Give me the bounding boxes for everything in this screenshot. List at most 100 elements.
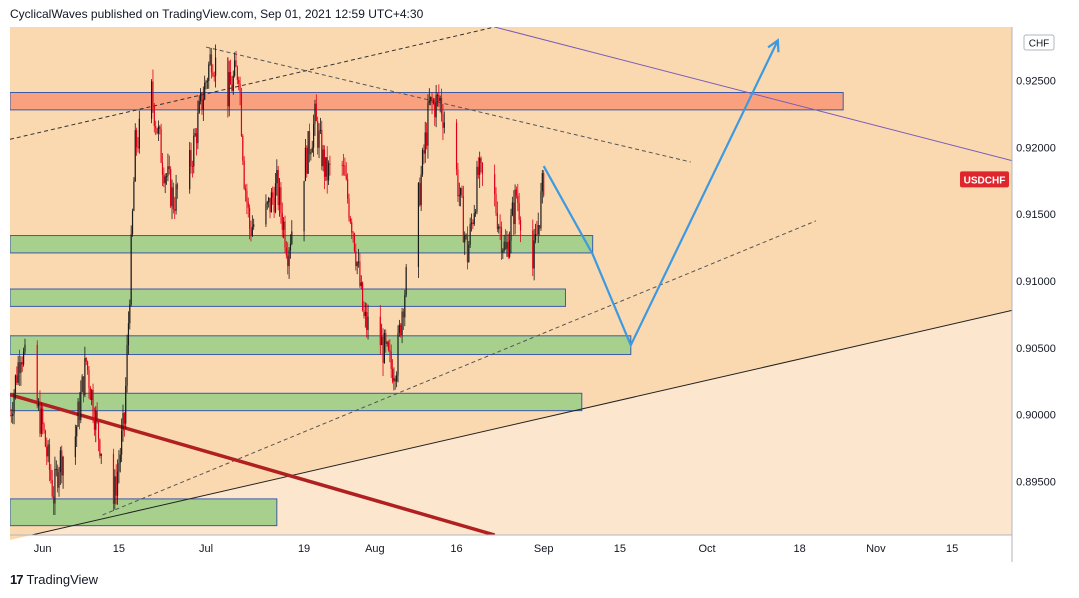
candle-body <box>100 453 102 456</box>
candle-body <box>405 267 407 296</box>
candle-body <box>242 135 244 161</box>
candle-body <box>123 413 125 424</box>
candle-body <box>269 197 271 213</box>
candle-body <box>44 430 46 447</box>
trendline-3 <box>31 309 1012 535</box>
candle-body <box>469 224 471 245</box>
candle-body <box>92 389 94 418</box>
candle-body <box>202 99 204 111</box>
candle-body <box>494 174 496 195</box>
y-tick-label: 0.89500 <box>1016 477 1056 489</box>
candle-body <box>24 344 26 352</box>
candle-body <box>366 311 368 330</box>
candle-body <box>519 219 522 231</box>
support-zone-3 <box>10 335 632 356</box>
candle-body <box>498 226 500 230</box>
candle-body <box>287 255 289 267</box>
tradingview-logo-icon: 17 <box>10 572 24 587</box>
candle-body <box>131 210 134 235</box>
candle-body <box>40 408 42 434</box>
x-tick-label: Jul <box>199 543 213 555</box>
candle-body <box>462 196 464 243</box>
candle-body <box>12 413 14 416</box>
candle-body <box>277 169 279 206</box>
candle-body <box>475 211 477 214</box>
candle-body <box>423 149 425 154</box>
candle-body <box>16 375 18 383</box>
x-tick-label: Nov <box>866 543 886 555</box>
candle-body <box>57 468 59 488</box>
candle-body <box>129 304 131 324</box>
candle-body <box>382 336 384 363</box>
candle-body <box>509 240 511 257</box>
candle-body <box>74 436 76 457</box>
candle-body <box>391 368 394 382</box>
candle-body <box>284 221 286 248</box>
candle-body <box>199 92 202 102</box>
candle-body <box>125 385 127 424</box>
candle-body <box>50 469 52 481</box>
candle-body <box>513 202 515 225</box>
x-tick-label: Oct <box>698 543 715 555</box>
candle-body <box>163 174 165 184</box>
candle-body <box>156 128 158 134</box>
candle-body <box>195 133 198 144</box>
resistance-zone-0 <box>10 92 844 111</box>
candle-body <box>172 187 174 210</box>
trendline-2 <box>102 220 817 516</box>
candle-body <box>228 71 230 107</box>
candle-body <box>150 81 153 119</box>
candle-body <box>116 471 119 496</box>
candle-body <box>240 92 243 136</box>
candle-body <box>440 98 443 115</box>
candle-body <box>394 378 396 382</box>
candle-body <box>351 222 353 233</box>
candle-body <box>510 215 512 241</box>
candle-body <box>465 234 467 236</box>
x-tick-label: 15 <box>113 543 125 555</box>
candle-body <box>206 80 209 82</box>
candle-body <box>157 126 159 134</box>
symbol-label: USDCHF <box>964 175 1006 186</box>
candle-body <box>402 311 405 318</box>
candle-body <box>431 96 433 103</box>
candle-body <box>348 198 350 219</box>
candle-body <box>466 234 469 263</box>
candle-body <box>367 316 369 330</box>
candle-body <box>312 124 315 148</box>
candle-body <box>321 129 323 167</box>
candle-body <box>204 82 206 100</box>
candle-body <box>191 166 194 168</box>
x-tick-label: 18 <box>793 543 805 555</box>
candle-body <box>137 147 139 149</box>
candle-body <box>341 164 343 166</box>
candle-body <box>517 195 519 204</box>
candle-body <box>304 147 307 182</box>
footer-brand[interactable]: 17 TradingView <box>10 572 98 587</box>
candle-body <box>430 96 432 101</box>
candle-body <box>457 169 459 197</box>
candle-body <box>76 426 78 437</box>
candle-body <box>434 102 436 118</box>
candle-body <box>303 181 305 232</box>
x-tick-label: 15 <box>614 543 626 555</box>
candle-body <box>315 103 317 122</box>
candle-body <box>167 166 169 177</box>
candle-body <box>274 183 277 213</box>
candle-body <box>327 163 330 181</box>
candle-body <box>288 250 290 267</box>
candle-body <box>175 184 177 211</box>
candle-body <box>362 282 364 311</box>
candle-body <box>276 169 278 184</box>
y-tick-label: 0.90500 <box>1016 343 1056 355</box>
candle-body <box>421 149 424 175</box>
candle-body <box>543 173 545 196</box>
candle-body <box>538 225 541 229</box>
candle-body <box>435 95 437 118</box>
candle-body <box>93 417 96 430</box>
candle-body <box>47 444 49 457</box>
candle-body <box>55 468 57 470</box>
candle-body <box>136 130 138 148</box>
candle-body <box>379 316 381 346</box>
